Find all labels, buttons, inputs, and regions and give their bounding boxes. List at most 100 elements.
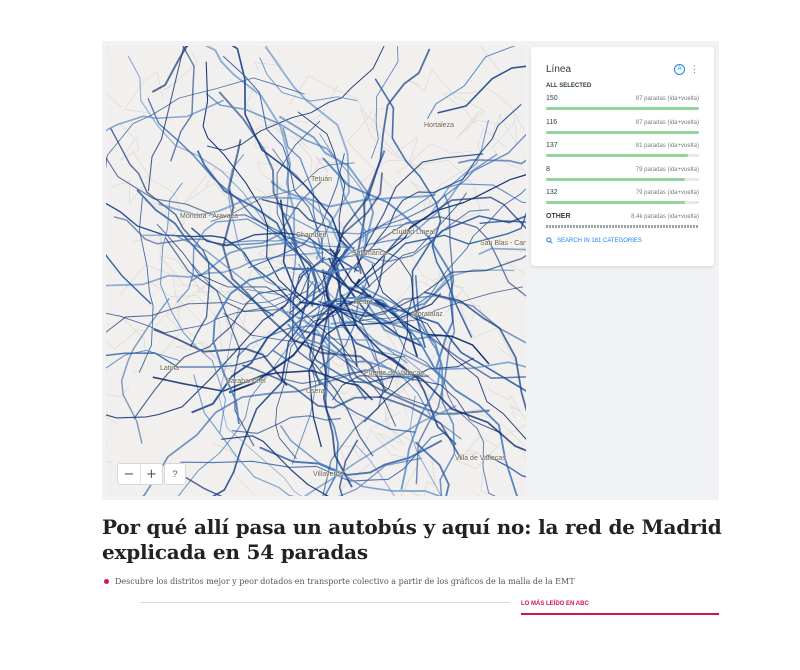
- bus-route-line[interactable]: [311, 286, 523, 325]
- category-item-132[interactable]: 132 79 paradas (ida+vuelta): [546, 185, 699, 209]
- bus-route-line[interactable]: [106, 167, 152, 305]
- bus-route-line[interactable]: [272, 349, 416, 433]
- search-categories-link[interactable]: SEARCH IN 181 CATEGORIES: [546, 237, 699, 244]
- bus-route-line[interactable]: [269, 308, 385, 496]
- bus-network-map[interactable]: [106, 46, 526, 496]
- bus-route-line[interactable]: [322, 269, 358, 367]
- bus-route-line[interactable]: [153, 328, 288, 387]
- bus-route-line[interactable]: [225, 46, 350, 249]
- bus-route-line[interactable]: [374, 78, 473, 338]
- bus-route-line[interactable]: [308, 172, 383, 386]
- zoom-in-button[interactable]: +: [140, 464, 162, 484]
- bus-route-line[interactable]: [358, 196, 527, 322]
- bus-route-line[interactable]: [311, 240, 455, 313]
- category-item-other[interactable]: OTHER 8.4k paradas (ida+vuelta): [546, 209, 699, 233]
- bus-route-line[interactable]: [318, 281, 438, 385]
- bus-route-line[interactable]: [317, 244, 526, 318]
- bus-route-line[interactable]: [106, 337, 180, 373]
- bus-route-line[interactable]: [363, 357, 475, 423]
- bus-route-line[interactable]: [458, 46, 526, 165]
- bus-route-line[interactable]: [218, 91, 297, 246]
- bus-route-line[interactable]: [142, 234, 408, 364]
- bus-route-line[interactable]: [106, 267, 313, 357]
- category-item-137[interactable]: 137 81 paradas (ida+vuelta): [546, 138, 699, 162]
- bus-route-line[interactable]: [333, 48, 431, 257]
- bus-route-line[interactable]: [354, 443, 398, 496]
- map-canvas[interactable]: Hortaleza Tetuán Moncloa - Aravaca Chamb…: [106, 46, 526, 496]
- bus-route-line[interactable]: [191, 263, 293, 305]
- bus-route-line[interactable]: [106, 280, 314, 334]
- bus-route-line[interactable]: [289, 111, 346, 313]
- bus-route-line[interactable]: [353, 153, 484, 273]
- bus-route-line[interactable]: [221, 435, 334, 496]
- bus-route-line[interactable]: [136, 189, 275, 317]
- bus-route-line[interactable]: [331, 375, 503, 434]
- category-item-8[interactable]: 8 79 paradas (ida+vuelta): [546, 162, 699, 186]
- bus-route-line[interactable]: [172, 439, 359, 496]
- bus-route-line[interactable]: [347, 286, 456, 496]
- bus-route-line[interactable]: [291, 266, 374, 457]
- bus-route-line[interactable]: [176, 218, 296, 303]
- bus-route-line[interactable]: [486, 454, 526, 487]
- bus-route-line[interactable]: [338, 183, 527, 264]
- bus-route-line[interactable]: [156, 223, 397, 427]
- bus-route-line[interactable]: [291, 125, 526, 309]
- bus-route-line[interactable]: [106, 150, 321, 293]
- category-item-150[interactable]: 150 87 paradas (ida+vuelta): [546, 91, 699, 115]
- bus-route-line[interactable]: [270, 180, 436, 208]
- bus-route-line[interactable]: [158, 196, 376, 266]
- bus-route-line[interactable]: [340, 180, 527, 325]
- bus-route-line[interactable]: [193, 374, 383, 496]
- bus-route-line[interactable]: [152, 369, 374, 401]
- bus-route-line[interactable]: [340, 293, 526, 496]
- bus-route-line[interactable]: [415, 194, 456, 485]
- bus-route-line[interactable]: [151, 46, 226, 93]
- bus-route-line[interactable]: [106, 77, 305, 203]
- bus-route-line[interactable]: [298, 327, 424, 384]
- bus-route-line[interactable]: [222, 55, 324, 264]
- bus-route-line[interactable]: [322, 157, 454, 369]
- bus-route-line[interactable]: [106, 99, 225, 133]
- auto-style-icon[interactable]: A: [674, 63, 685, 75]
- bus-route-line[interactable]: [298, 405, 457, 496]
- bus-route-line[interactable]: [106, 201, 304, 314]
- bus-route-line[interactable]: [349, 192, 467, 306]
- bus-route-line[interactable]: [218, 307, 318, 496]
- bus-route-line[interactable]: [197, 46, 296, 249]
- bus-route-line[interactable]: [338, 215, 526, 300]
- bus-route-line[interactable]: [259, 439, 443, 476]
- bus-route-line[interactable]: [281, 355, 406, 385]
- bus-route-line[interactable]: [282, 127, 321, 247]
- bus-route-line[interactable]: [414, 275, 526, 379]
- bus-route-line[interactable]: [276, 120, 326, 328]
- zoom-out-button[interactable]: −: [123, 466, 135, 482]
- bus-route-line[interactable]: [356, 157, 527, 288]
- bus-route-line[interactable]: [241, 364, 462, 460]
- bus-route-line[interactable]: [222, 139, 387, 392]
- bus-route-line[interactable]: [231, 415, 341, 435]
- bus-route-line[interactable]: [325, 248, 367, 401]
- bus-route-line[interactable]: [424, 291, 526, 496]
- help-button[interactable]: ?: [164, 463, 186, 485]
- bus-route-line[interactable]: [147, 46, 240, 192]
- bus-route-line[interactable]: [303, 457, 422, 496]
- bus-route-line[interactable]: [212, 265, 360, 425]
- article-headline[interactable]: Por qué allí pasa un autobús y aquí no: …: [102, 515, 722, 564]
- bus-route-line[interactable]: [370, 46, 399, 159]
- bus-route-line[interactable]: [297, 209, 490, 279]
- bus-route-line[interactable]: [223, 312, 430, 407]
- bus-route-line[interactable]: [373, 103, 522, 245]
- category-item-116[interactable]: 116 87 paradas (ida+vuelta): [546, 115, 699, 139]
- more-options-icon[interactable]: ⋮: [690, 63, 699, 74]
- bus-route-line[interactable]: [478, 213, 526, 257]
- bus-route-line[interactable]: [414, 441, 527, 496]
- bus-route-line[interactable]: [109, 127, 211, 347]
- most-read-heading[interactable]: LO MÁS LEÍDO EN ABC: [521, 601, 589, 607]
- bus-route-line[interactable]: [297, 294, 526, 391]
- bus-route-line[interactable]: [248, 153, 345, 269]
- bus-route-line[interactable]: [437, 55, 526, 114]
- bus-route-line[interactable]: [159, 182, 227, 434]
- bus-route-line[interactable]: [190, 227, 360, 272]
- bus-route-line[interactable]: [246, 289, 369, 331]
- bus-route-line[interactable]: [286, 323, 415, 382]
